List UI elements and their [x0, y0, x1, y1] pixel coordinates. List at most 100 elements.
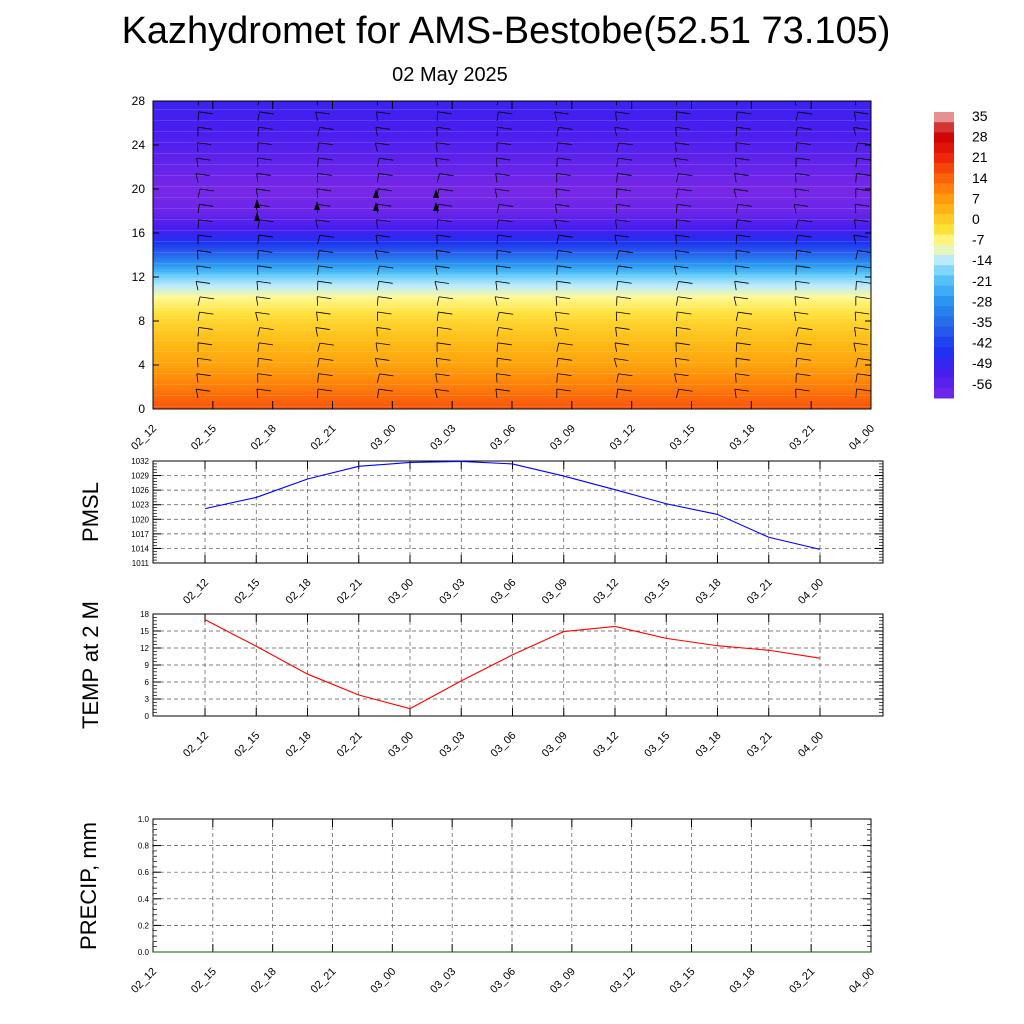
- wind-barb-flag: [914, 251, 928, 253]
- temperature-band: [153, 332, 871, 336]
- wind-barb-flag: [854, 219, 869, 223]
- x-tick-label: 03_03: [428, 966, 458, 996]
- wind-barb-flag: [618, 142, 633, 146]
- wind-barb-flag: [677, 311, 692, 315]
- temperature-band: [153, 164, 871, 168]
- wind-barb-flag: [556, 388, 571, 392]
- wind-barb-flag: [913, 158, 927, 160]
- colorbar-swatch: [934, 163, 954, 174]
- temperature-band: [153, 241, 871, 245]
- colorbar-swatch: [934, 214, 954, 225]
- wind-barb: [735, 204, 739, 214]
- x-tick-label: 03_21: [787, 966, 817, 996]
- temperature-band: [153, 395, 871, 399]
- wind-barb-flag: [795, 280, 810, 284]
- wind-barb-flag: [914, 358, 928, 360]
- y-tick-label: 8: [138, 314, 145, 328]
- wind-barb-flag: [197, 142, 212, 146]
- wind-barb: [197, 101, 200, 106]
- wind-pennant: [314, 201, 320, 210]
- temperature-band: [153, 310, 871, 314]
- wind-barb: [854, 219, 857, 229]
- y-tick-label: 12: [140, 644, 149, 653]
- wind-barb-flag: [796, 250, 811, 253]
- temperature-band: [153, 178, 871, 182]
- wind-barb-flag: [497, 357, 512, 361]
- wind-barb: [317, 265, 319, 275]
- wind-barb: [676, 204, 678, 214]
- temperature-band: [153, 117, 871, 121]
- wind-barb-flag: [678, 173, 693, 177]
- wind-barb-flag: [795, 173, 810, 176]
- temperature-band: [153, 197, 871, 201]
- temperature-band: [153, 334, 871, 339]
- wind-barb-flag: [857, 373, 871, 377]
- wind-barb: [377, 281, 380, 291]
- wind-barb-flag: [495, 173, 510, 176]
- wind-barb: [255, 188, 259, 198]
- wind-barb: [435, 158, 438, 168]
- wind-barb-flag: [378, 173, 393, 176]
- wind-barb: [793, 204, 797, 214]
- y-tick-label: 20: [132, 182, 146, 196]
- temperature-band: [153, 263, 871, 267]
- temperature-band: [153, 288, 871, 292]
- wind-barb: [556, 265, 558, 275]
- wind-barb-flag: [856, 173, 871, 176]
- wind-barb: [854, 101, 857, 106]
- x-tick-label: 03_00: [368, 423, 398, 453]
- wind-barb-flag: [495, 188, 510, 192]
- wind-barb-flag: [318, 373, 333, 377]
- wind-barb: [496, 312, 500, 322]
- wind-barb-flag: [260, 97, 274, 99]
- temperature-band: [153, 356, 871, 361]
- temperature-band: [153, 301, 871, 306]
- wind-barb: [556, 235, 560, 245]
- wind-barb-flag: [615, 219, 630, 223]
- wind-barb-flag: [677, 96, 691, 98]
- wind-barb-flag: [256, 173, 271, 176]
- wind-barb: [855, 158, 858, 168]
- wind-barb-flag: [435, 373, 450, 377]
- wind-barb: [674, 358, 677, 368]
- wind-barb-flag: [198, 219, 213, 223]
- wind-barb-flag: [856, 157, 871, 161]
- y-tick-label: 1011: [132, 559, 150, 568]
- wind-barb: [197, 111, 199, 121]
- wind-barb: [795, 173, 797, 183]
- colorbar-label: -56: [972, 376, 992, 392]
- wind-barb: [377, 373, 380, 383]
- colorbar-swatch: [934, 336, 954, 348]
- temperature-band: [153, 365, 871, 369]
- wind-barb-flag: [256, 296, 271, 300]
- temperature-band: [153, 359, 871, 363]
- wind-barb-flag: [258, 342, 274, 346]
- wind-barb-flag: [319, 357, 334, 361]
- temperature-band: [153, 238, 871, 242]
- wind-barb-flag: [736, 234, 751, 238]
- wind-barb: [674, 250, 677, 260]
- x-tick-label: 04_00: [847, 966, 877, 996]
- wind-barb-flag: [499, 311, 514, 315]
- cross-section-panel: 0 4 8 12 16 20 24 28 02_12 02_15 02_18 02_21 03_00 03…: [129, 94, 929, 453]
- wind-barb-flag: [915, 235, 929, 237]
- wind-barb-flag: [197, 234, 213, 238]
- wind-barb-flag: [497, 250, 512, 253]
- y-tick-label: 1014: [131, 544, 149, 553]
- wind-barb-flag: [857, 358, 871, 361]
- wind-barb-flag: [675, 342, 690, 346]
- x-tick-label: 03_12: [608, 966, 638, 996]
- wind-barb: [257, 219, 260, 229]
- series-line: [204, 460, 821, 550]
- wind-barb-flag: [376, 327, 391, 330]
- wind-barb-flag: [615, 327, 630, 330]
- wind-barb-flag: [618, 157, 633, 161]
- x-tick-label: 03_12: [591, 577, 621, 607]
- wind-pennant: [373, 189, 379, 198]
- colorbar-label: 0: [972, 211, 980, 227]
- wind-barb-flag: [259, 327, 274, 330]
- y-tick-label: 1.0: [138, 815, 150, 824]
- x-tick-label: 02_15: [189, 423, 219, 453]
- wind-barb: [556, 373, 558, 383]
- temperature-band: [153, 114, 871, 119]
